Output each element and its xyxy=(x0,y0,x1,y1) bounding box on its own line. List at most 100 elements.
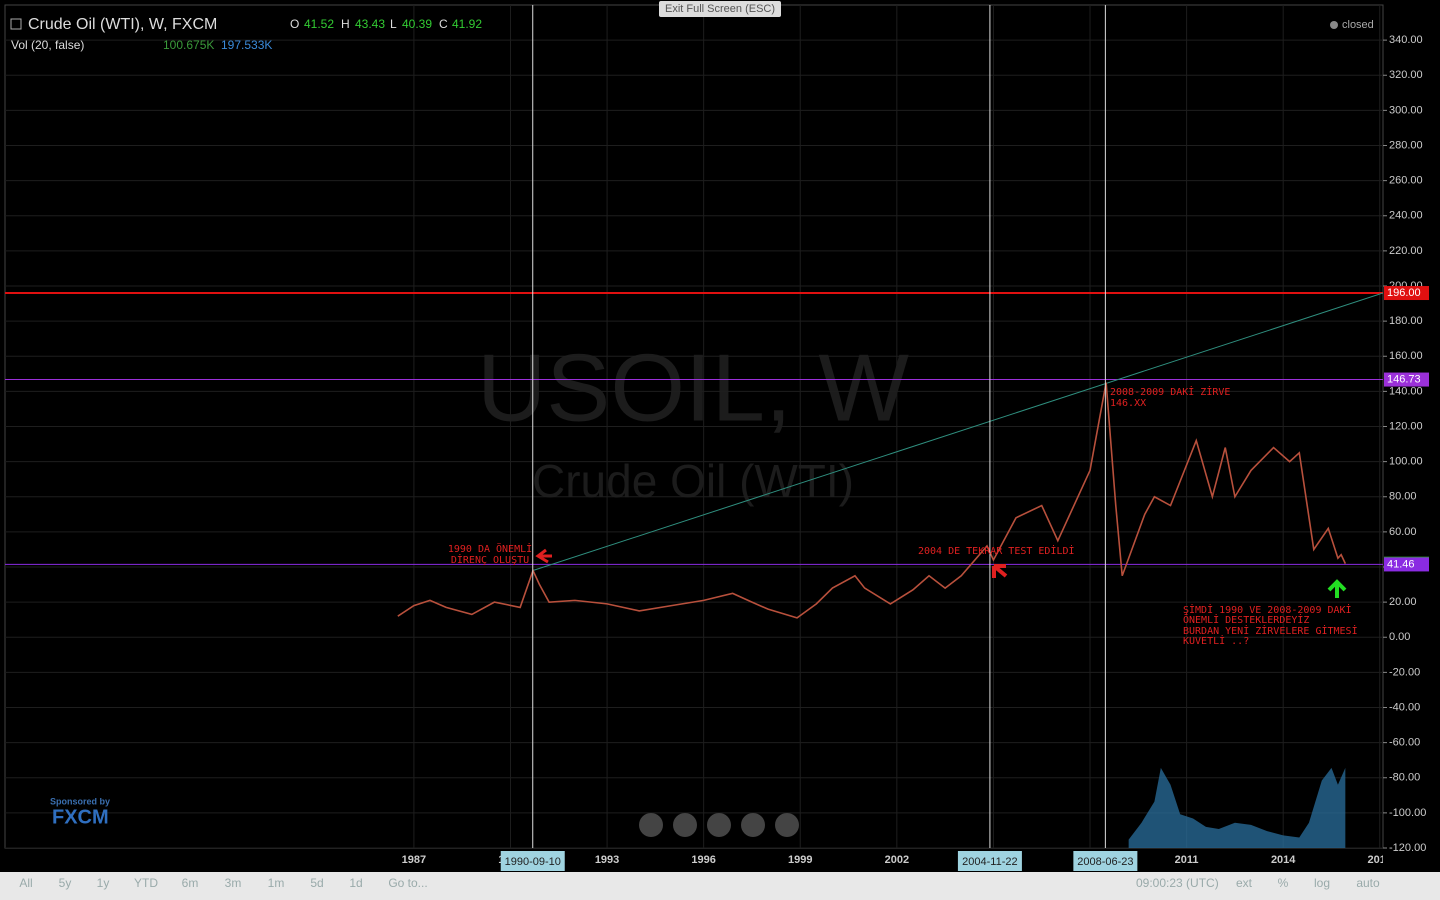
y-tick-label: -20.00 xyxy=(1389,666,1420,678)
clock: 09:00:23 (UTC) xyxy=(1136,876,1219,890)
date-label: 1990-09-10 xyxy=(505,856,561,868)
y-tick-label: 120.00 xyxy=(1389,420,1423,432)
price-line xyxy=(397,382,1347,619)
x-tick-label: 1993 xyxy=(595,854,619,866)
x-tick-label: 2011 xyxy=(1175,854,1199,866)
symbol[interactable]: Crude Oil (WTI), W, FXCM xyxy=(28,16,217,33)
date-label: 2008-06-23 xyxy=(1077,856,1133,868)
x-tick-label: 2017 xyxy=(1368,854,1392,866)
indicator[interactable]: Vol (20, false) xyxy=(11,38,84,52)
y-tick-label: 100.00 xyxy=(1389,456,1423,468)
option-button[interactable]: % xyxy=(1278,876,1289,890)
volume-area xyxy=(1128,767,1346,848)
y-tick-label: 300.00 xyxy=(1389,104,1423,116)
nav-button[interactable] xyxy=(673,813,697,837)
y-tick-label: 180.00 xyxy=(1389,315,1423,327)
sponsor-name[interactable]: FXCM xyxy=(52,806,109,828)
range-button[interactable]: 5d xyxy=(310,876,323,890)
fullscreen-button[interactable] xyxy=(659,1,781,17)
arrow xyxy=(1327,579,1347,598)
ohlc-value: 41.92 xyxy=(452,17,482,31)
option-button[interactable]: log xyxy=(1314,876,1330,890)
y-tick-label: 260.00 xyxy=(1389,175,1423,187)
annotations: 1990 DA ÖNEMLİ DİRENÇ OLUŞTU 2004 DE TEK… xyxy=(448,385,1358,647)
y-tick-label: -80.00 xyxy=(1389,772,1420,784)
annotation: BURDAN YENİ ZİRVELERE GİTMESİ xyxy=(1183,624,1358,637)
y-tick-label: 320.00 xyxy=(1389,69,1423,81)
annotation: ÖNEMLİ DESTEKLERDEYİZ xyxy=(1183,613,1309,626)
y-tick-label: 160.00 xyxy=(1389,350,1423,362)
annotation: ŞİMDİ 1990 VE 2008-2009 DAKİ xyxy=(1183,603,1352,616)
y-tick-label: -40.00 xyxy=(1389,701,1420,713)
date-label-bg xyxy=(957,851,1022,871)
ohlc-key: O xyxy=(290,17,299,31)
y-tick-label: -60.00 xyxy=(1389,737,1420,749)
x-tick-label: 1996 xyxy=(691,854,715,866)
toolbar: All 5y 1y YTD 6m 3m 1m 5d 1d Go to... 09:00:23 (UT… xyxy=(0,872,1440,900)
range-button[interactable]: Go to... xyxy=(388,876,427,890)
option-button[interactable]: auto xyxy=(1356,876,1380,890)
status: closed xyxy=(1342,19,1374,31)
annotation: DİRENÇ OLUŞTU xyxy=(451,553,529,566)
trendline xyxy=(532,292,1383,571)
annotation: 146.XX xyxy=(1110,398,1146,409)
watermark: USOIL, W Crude Oil (WTI) xyxy=(477,334,909,507)
toolbar-bg xyxy=(0,872,1440,900)
collapse-icon[interactable] xyxy=(10,18,22,30)
range-button[interactable]: 6m xyxy=(182,876,199,890)
ohlc-value: 43.43 xyxy=(355,17,385,31)
price-label-bg xyxy=(1384,557,1429,572)
header: Crude Oil (WTI), W, FXCM O 41.52 H 43.43… xyxy=(10,1,1374,837)
indicator-value: 197.533K xyxy=(221,38,272,52)
y-tick-label: 20.00 xyxy=(1389,596,1417,608)
y-tick-label: 220.00 xyxy=(1389,245,1423,257)
x-tick-label: 1999 xyxy=(788,854,812,866)
range-button[interactable]: 5y xyxy=(59,876,72,890)
indicator-value: 100.675K xyxy=(163,38,214,52)
arrow xyxy=(535,548,552,564)
y-tick-label: 240.00 xyxy=(1389,210,1423,222)
price-label-bg xyxy=(1384,372,1429,387)
nav-button[interactable] xyxy=(707,813,731,837)
annotation: KUVETLİ ..? xyxy=(1183,634,1249,647)
price-label: 146.73 xyxy=(1387,373,1421,385)
annotation: 2008-2009 DAKİ ZİRVE xyxy=(1110,385,1230,398)
fullscreen-label[interactable]: Exit Full Screen (ESC) xyxy=(665,3,775,15)
option-button[interactable]: ext xyxy=(1236,876,1253,890)
y-tick-label: 140.00 xyxy=(1389,385,1423,397)
date-label: 2004-11-22 xyxy=(962,856,1017,868)
nav-button[interactable] xyxy=(741,813,765,837)
date-label-bg xyxy=(500,851,565,871)
range-button[interactable]: 1y xyxy=(97,876,110,890)
range-button[interactable]: YTD xyxy=(134,876,158,890)
axes: -120.00 -100.00 -80.00 -60.00 -40.00 -20.00 0.… xyxy=(402,34,1429,871)
plot xyxy=(5,5,1383,848)
status-dot xyxy=(1330,21,1338,29)
range-button[interactable]: 3m xyxy=(225,876,242,890)
price-label: 41.46 xyxy=(1387,558,1415,570)
price-label: 196.00 xyxy=(1387,287,1421,299)
nav-button[interactable] xyxy=(775,813,799,837)
ohlc-key: C xyxy=(439,17,448,31)
y-tick-label: -100.00 xyxy=(1389,807,1426,819)
price-label-bg xyxy=(1384,286,1429,301)
nav-button[interactable] xyxy=(639,813,663,837)
date-label-bg xyxy=(1073,851,1138,871)
y-tick-label: 340.00 xyxy=(1389,34,1423,46)
annotation: 1990 DA ÖNEMLİ xyxy=(448,542,532,555)
arrow xyxy=(992,564,1008,578)
y-tick-label: 280.00 xyxy=(1389,139,1423,151)
range-button[interactable]: All xyxy=(19,876,32,890)
ohlc-key: L xyxy=(390,17,397,31)
y-tick-label: -120.00 xyxy=(1389,842,1426,854)
x-tick-label: 2014 xyxy=(1271,854,1296,866)
ohlc-value: 40.39 xyxy=(402,17,432,31)
sponsor: Sponsored by xyxy=(50,796,110,806)
range-button[interactable]: 1d xyxy=(349,876,362,890)
annotation: 2004 DE TEKRAR TEST EDİLDİ xyxy=(918,544,1075,557)
x-tick-label: 1987 xyxy=(402,854,426,866)
range-button[interactable]: 1m xyxy=(268,876,285,890)
ohlc-value: 41.52 xyxy=(304,17,334,31)
